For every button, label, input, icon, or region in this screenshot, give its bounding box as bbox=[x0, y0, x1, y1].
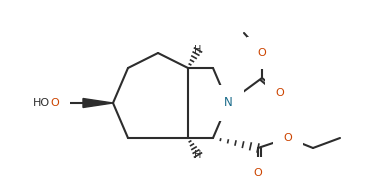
Text: H: H bbox=[194, 150, 202, 160]
Text: O: O bbox=[258, 48, 266, 58]
Text: O: O bbox=[51, 98, 59, 108]
Text: H: H bbox=[194, 45, 202, 55]
Text: O: O bbox=[254, 168, 262, 178]
Text: O: O bbox=[276, 88, 284, 98]
Polygon shape bbox=[83, 98, 113, 108]
Text: N: N bbox=[224, 97, 232, 109]
Text: O: O bbox=[284, 133, 292, 143]
Text: HO: HO bbox=[33, 98, 50, 108]
